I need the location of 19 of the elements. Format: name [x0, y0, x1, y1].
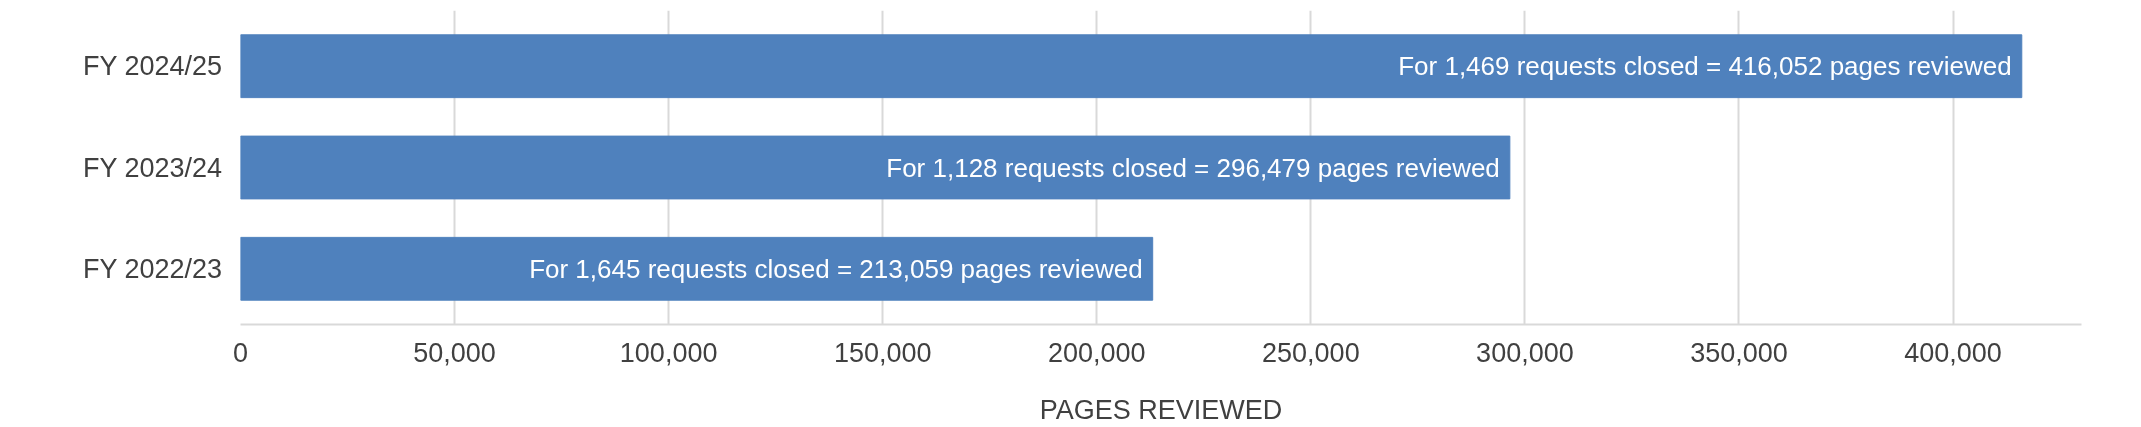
x-tick-label: 400,000	[1904, 337, 2002, 368]
x-tick-label: 200,000	[1047, 337, 1146, 368]
x-tick-label: 50,000	[413, 337, 496, 368]
bar	[240, 34, 2023, 99]
x-tick-label: 250,000	[1262, 337, 1360, 368]
x-tick-label: 300,000	[1476, 337, 1574, 368]
bar	[240, 236, 1154, 301]
y-tick-label: FY 2024/25	[82, 51, 223, 82]
x-tick-label: 100,000	[619, 337, 718, 368]
x-axis-title: PAGES REVIEWED	[1039, 394, 1283, 425]
x-tick-label: 150,000	[833, 337, 932, 368]
data-label: For 1,645 requests closed = 213,059 pages reviewed	[529, 253, 1143, 284]
data-label: For 1,128 requests closed = 296,479 pages reviewed	[886, 152, 1500, 183]
y-tick-label: FY 2023/24	[82, 152, 223, 183]
data-label: For 1,469 requests closed = 416,052 pages reviewed	[1398, 51, 2012, 82]
x-tick-label: 350,000	[1690, 337, 1788, 368]
bar	[240, 135, 1511, 200]
x-tick-label: 0	[232, 337, 249, 368]
y-tick-label: FY 2022/23	[82, 253, 223, 284]
